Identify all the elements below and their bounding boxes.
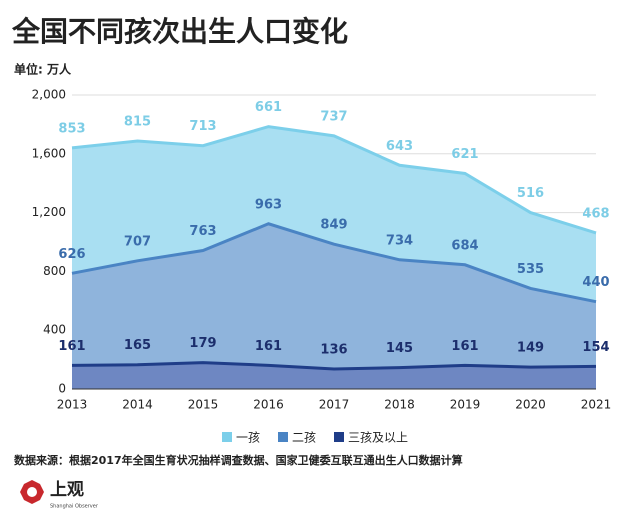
value-label: 963	[255, 197, 282, 212]
x-tick-label: 2021	[581, 398, 612, 412]
legend-label: 二孩	[292, 431, 316, 445]
brand: 上观	[50, 480, 84, 500]
value-label: 161	[58, 339, 85, 354]
value-label: 149	[517, 341, 544, 356]
value-label: 737	[320, 109, 347, 124]
value-label: 516	[517, 186, 544, 201]
value-label: 734	[386, 233, 413, 248]
line	[71, 222, 597, 304]
value-label: 853	[58, 121, 85, 136]
value-label: 179	[189, 336, 216, 351]
legend-swatch	[222, 432, 232, 442]
y-tick-label: 800	[43, 264, 66, 278]
value-label: 707	[124, 234, 151, 249]
x-tick-label: 2013	[57, 398, 88, 412]
x-tick-label: 2014	[122, 398, 153, 412]
y-tick-label: 1,600	[32, 146, 66, 160]
value-label: 468	[582, 206, 609, 221]
value-label: 165	[124, 338, 151, 353]
x-tick-label: 2020	[515, 398, 546, 412]
value-label: 713	[189, 119, 216, 134]
x-tick-label: 2016	[253, 398, 284, 412]
value-label: 849	[320, 218, 347, 233]
value-label: 621	[451, 147, 478, 162]
value-label: 136	[320, 343, 347, 358]
value-label: 161	[255, 339, 282, 354]
value-label: 440	[582, 275, 609, 290]
line	[71, 125, 597, 235]
value-label: 535	[517, 262, 544, 277]
area	[72, 126, 596, 302]
x-tick-label: 2018	[384, 398, 415, 412]
line	[71, 361, 597, 371]
value-label: 145	[386, 341, 413, 356]
legend-swatch	[334, 432, 344, 442]
unit-label: 单位: 万人	[14, 62, 72, 77]
plot: 0 400 800 1,200 1,600 2,000 853 815 713 661 737 643…	[32, 88, 612, 445]
y-tick-label: 400	[43, 323, 66, 337]
area	[72, 223, 596, 370]
legend-label: 一孩	[236, 431, 260, 445]
legend-swatch	[278, 432, 288, 442]
value-label: 161	[451, 339, 478, 354]
value-label: 643	[386, 139, 413, 154]
brand-sub: Shanghai Observer	[50, 504, 99, 510]
legend-label: 三孩及以上	[348, 431, 408, 445]
chart-title: 全国不同孩次出生人口变化	[11, 15, 348, 48]
value-label: 684	[451, 238, 478, 253]
logo: 上观 Shanghai Observer	[20, 480, 99, 510]
value-label: 815	[124, 115, 151, 130]
y-tick-label: 2,000	[32, 88, 66, 102]
area	[72, 362, 596, 389]
x-tick-label: 2017	[319, 398, 350, 412]
x-tick-label: 2019	[450, 398, 481, 412]
value-label: 154	[582, 340, 609, 355]
logo-hole	[27, 487, 37, 497]
y-tick-label: 1,200	[32, 205, 66, 219]
source-note: 数据来源：根据2017年全国生育状况抽样调查数据、国家卫健委互联互通出生人口数据…	[14, 453, 463, 467]
value-label: 763	[189, 224, 216, 239]
y-tick-label: 0	[58, 382, 66, 396]
value-label: 661	[255, 100, 282, 115]
x-tick-label: 2015	[188, 398, 219, 412]
value-label: 626	[58, 247, 85, 262]
